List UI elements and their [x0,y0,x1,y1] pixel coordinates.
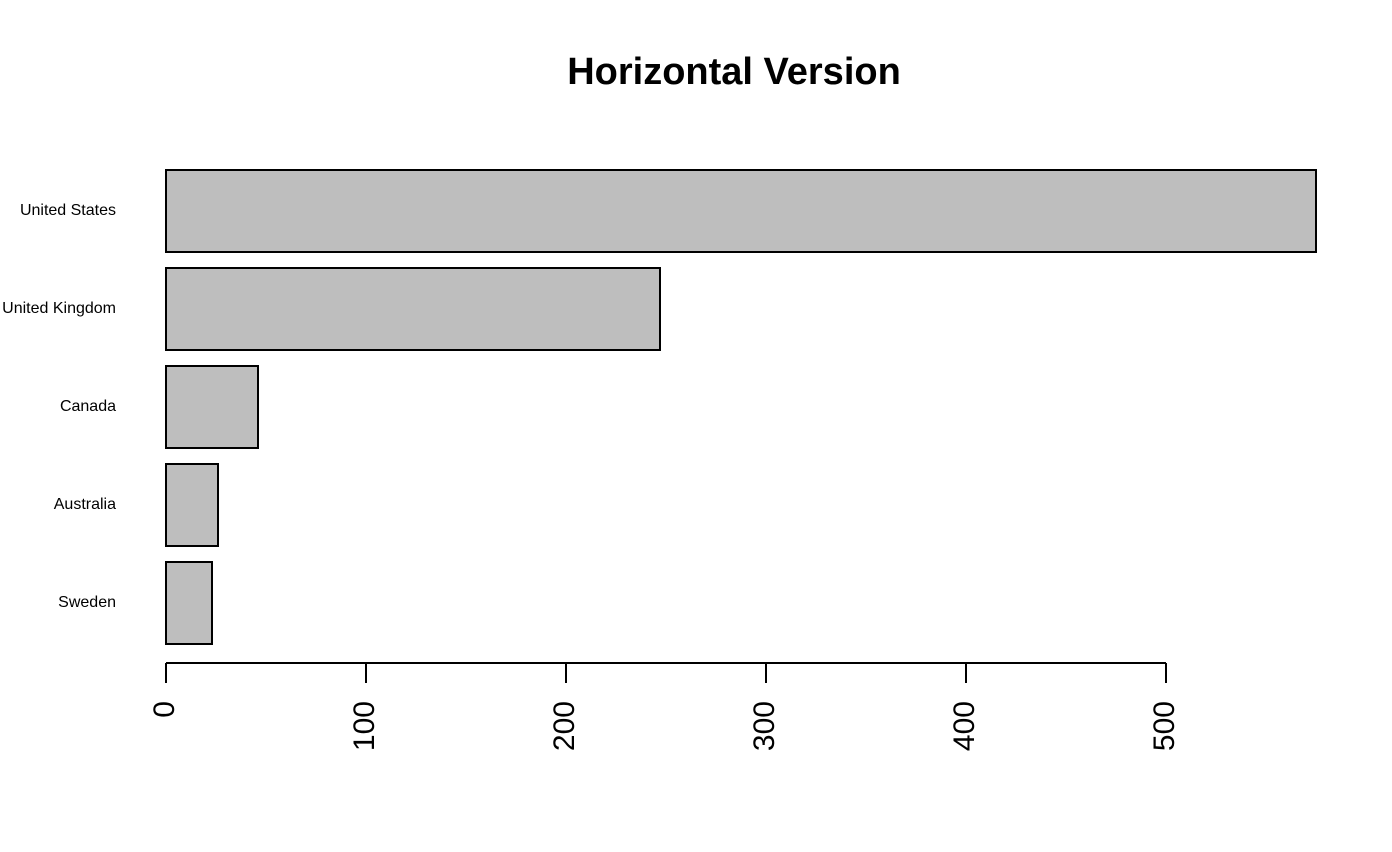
bar [165,365,259,449]
y-tick-label: Sweden [58,594,116,611]
bar [165,267,661,351]
y-tick-label: United Kingdom [2,300,116,317]
x-tick-label: 300 [748,701,781,751]
y-tick-label: United States [20,202,116,219]
x-tick-label: 0 [148,701,181,718]
x-tick-label: 100 [348,701,381,751]
y-tick-label: Canada [60,398,116,415]
y-tick-label: Australia [54,496,116,513]
bar [165,169,1317,253]
bar [165,561,213,645]
x-tick-label: 500 [1148,701,1181,751]
chart-title: Horizontal Version [567,51,901,93]
bar [165,463,219,547]
x-tick-label: 400 [948,701,981,751]
x-tick-label: 200 [548,701,581,751]
